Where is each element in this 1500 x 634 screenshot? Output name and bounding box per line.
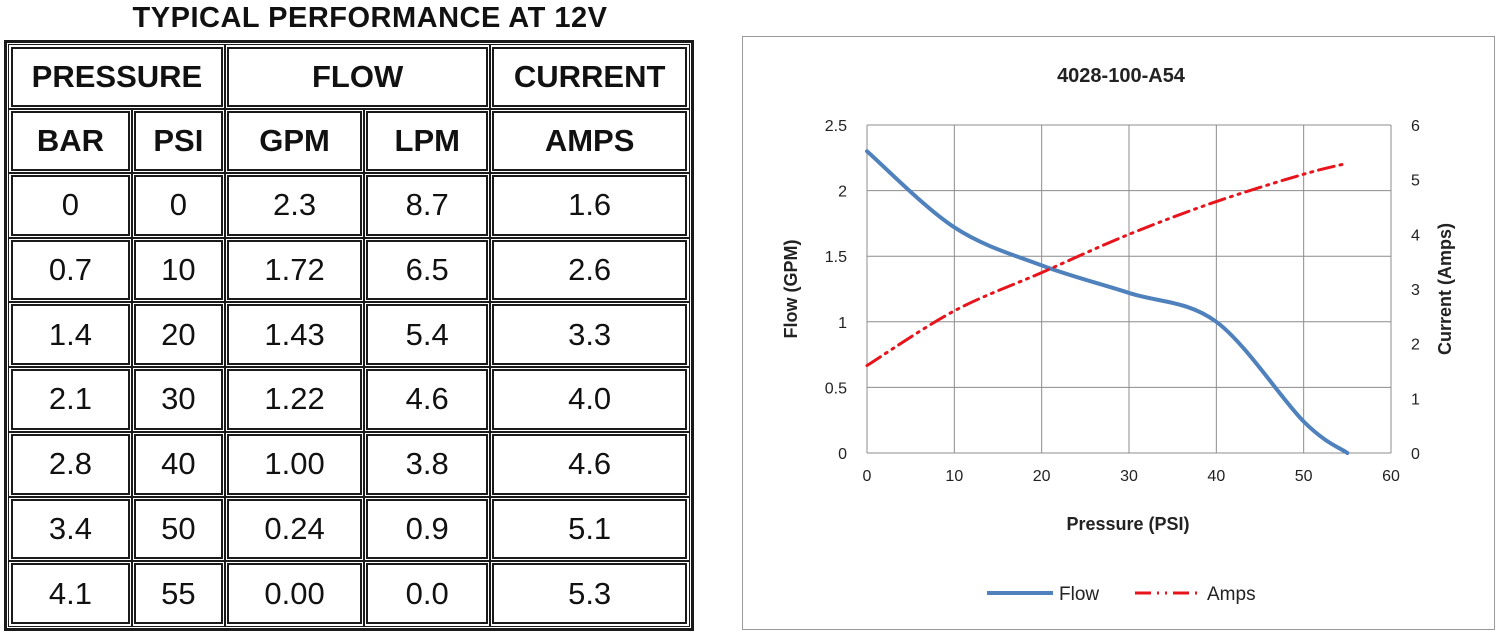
performance-chart: 4028-100-A54 0 10 20 30 40 50 60 0 0.5 1 1.5 2 2.5 0 1…: [781, 65, 1455, 605]
cell-psi: 55: [130, 560, 226, 627]
y2-tick-label: 5: [1411, 173, 1420, 190]
cell-gpm: 1.72: [223, 236, 366, 304]
y-tick-label: 0: [838, 446, 847, 463]
x-tick-label: 60: [1382, 468, 1400, 485]
series-line-amps: [865, 161, 1349, 368]
x-tick-label: 50: [1295, 468, 1313, 485]
y-tick-label: 2.5: [825, 118, 847, 135]
subheader-amps: AMPS: [489, 108, 690, 174]
cell-amps: 2.6: [489, 236, 690, 304]
cell-gpm: 2.3: [223, 172, 366, 239]
cell-lpm: 8.7: [363, 172, 492, 239]
x-tick-label: 40: [1207, 468, 1225, 485]
y2-tick-label: 3: [1411, 282, 1420, 299]
subheader-gpm: GPM: [223, 108, 366, 174]
cell-bar: 4.1: [8, 560, 133, 627]
table-row: 2.8 40 1.00 3.8 4.6: [8, 430, 690, 498]
y2-tick-label: 4: [1411, 227, 1420, 244]
cell-lpm: 5.4: [363, 301, 492, 369]
y2-tick-label: 1: [1411, 391, 1420, 408]
cell-bar: 2.8: [8, 430, 133, 498]
cell-bar: 2.1: [8, 366, 133, 433]
y-tick-label: 1: [838, 315, 847, 332]
header-current: CURRENT: [489, 44, 690, 110]
cell-bar: 1.4: [8, 301, 133, 369]
y2-axis-label: Current (Amps): [1435, 223, 1455, 355]
x-tick-label: 10: [945, 468, 963, 485]
x-tick-label: 20: [1033, 468, 1051, 485]
table-row: 2.1 30 1.22 4.6 4.0: [8, 366, 690, 433]
cell-lpm: 6.5: [363, 236, 492, 304]
subheader-lpm: LPM: [363, 108, 492, 174]
cell-bar: 0.7: [8, 236, 133, 304]
legend-label-flow: Flow: [1059, 584, 1099, 605]
cell-psi: 10: [130, 236, 226, 304]
table-row: 1.4 20 1.43 5.4 3.3: [8, 301, 690, 369]
cell-psi: 40: [130, 430, 226, 498]
header-flow: FLOW: [223, 44, 492, 110]
table-row: 0 0 2.3 8.7 1.6: [8, 172, 690, 239]
cell-lpm: 0.9: [363, 495, 492, 563]
cell-amps: 1.6: [489, 172, 690, 239]
chart-panel: 4028-100-A54 0 10 20 30 40 50 60 0 0.5 1 1.5 2 2.5 0 1…: [742, 36, 1495, 630]
cell-psi: 30: [130, 366, 226, 433]
cell-psi: 20: [130, 301, 226, 369]
legend-label-amps: Amps: [1207, 584, 1256, 605]
cell-lpm: 3.8: [363, 430, 492, 498]
y-axis-label: Flow (GPM): [781, 240, 801, 339]
y-tick-label: 0.5: [825, 380, 847, 397]
chart-legend: Flow Amps: [987, 584, 1256, 605]
cell-bar: 0: [8, 172, 133, 239]
cell-gpm: 0.00: [223, 560, 366, 627]
subheader-bar: BAR: [8, 108, 133, 174]
cell-amps: 5.1: [489, 495, 690, 563]
cell-amps: 5.3: [489, 560, 690, 627]
table-row: 4.1 55 0.00 0.0 5.3: [8, 560, 690, 627]
performance-table: PRESSURE FLOW CURRENT BAR PSI GPM LPM AM…: [4, 40, 694, 631]
y-tick-label: 2: [838, 184, 847, 201]
cell-gpm: 1.43: [223, 301, 366, 369]
series-line-flow: [865, 149, 1350, 455]
cell-lpm: 4.6: [363, 366, 492, 433]
chart-title: 4028-100-A54: [1057, 65, 1186, 87]
cell-gpm: 0.24: [223, 495, 366, 563]
cell-psi: 0: [130, 172, 226, 239]
table-row: 0.7 10 1.72 6.5 2.6: [8, 236, 690, 304]
table-row: 3.4 50 0.24 0.9 5.1: [8, 495, 690, 563]
cell-lpm: 0.0: [363, 560, 492, 627]
header-pressure: PRESSURE: [8, 44, 226, 110]
cell-psi: 50: [130, 495, 226, 563]
subheader-psi: PSI: [130, 108, 226, 174]
y2-tick-label: 2: [1411, 337, 1420, 354]
table-title: TYPICAL PERFORMANCE AT 12V: [132, 2, 608, 34]
y2-tick-label: 6: [1411, 118, 1420, 135]
cell-amps: 4.6: [489, 430, 690, 498]
cell-gpm: 1.00: [223, 430, 366, 498]
x-tick-label: 30: [1120, 468, 1138, 485]
x-tick-label: 0: [863, 468, 872, 485]
x-axis-label: Pressure (PSI): [1066, 514, 1189, 534]
y2-tick-label: 0: [1411, 446, 1420, 463]
cell-amps: 3.3: [489, 301, 690, 369]
cell-gpm: 1.22: [223, 366, 366, 433]
y-tick-label: 1.5: [825, 249, 847, 266]
cell-amps: 4.0: [489, 366, 690, 433]
cell-bar: 3.4: [8, 495, 133, 563]
